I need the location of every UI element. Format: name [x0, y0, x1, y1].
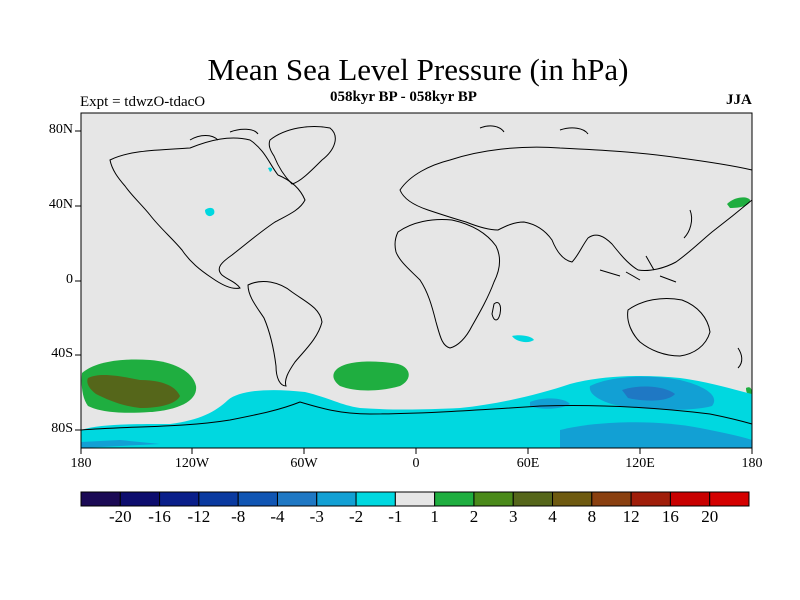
coast-madagascar: [491, 301, 501, 321]
colorbar-label-13: 12: [622, 507, 640, 526]
colorbar-label-3: -8: [231, 507, 246, 526]
colorbar-swatch-15: [669, 491, 711, 507]
coast-arctic-islands: [189, 125, 589, 141]
colorbar-swatch-7: [355, 491, 396, 507]
anomaly-fields: [81, 167, 752, 448]
coast-japan: [683, 209, 693, 239]
anomaly-positive-atlantic: [333, 361, 409, 391]
coast-new-zealand: [737, 347, 743, 369]
coast-south-america: [247, 281, 323, 387]
colorbar-swatch-10: [473, 491, 514, 507]
lat-label-3: 40S: [51, 346, 73, 361]
colorbar-label-10: 3: [508, 507, 518, 526]
colorbar-label-9: 2: [469, 507, 479, 526]
lat-label-4: 80S: [51, 421, 73, 436]
anomaly-negative-south-indian: [512, 335, 534, 343]
anomaly-positive-pacific-core: [87, 374, 180, 408]
coast-north-america: [109, 137, 306, 289]
anomaly-positive-east-edge: [746, 387, 752, 395]
coast-greenland: [268, 126, 336, 185]
coastlines: [80, 125, 753, 431]
colorbar-label-1: -16: [148, 507, 171, 526]
lon-label-6: 180: [741, 456, 763, 471]
lon-label-2: 60W: [290, 456, 318, 471]
anomaly-positive-nwpacific: [727, 197, 750, 208]
lat-label-0: 80N: [48, 122, 73, 137]
coast-eurasia: [399, 146, 753, 271]
colorbar-swatch-11: [512, 491, 554, 507]
colorbar-swatch-12: [552, 491, 593, 507]
map-title: Mean Sea Level Pressure (in hPa): [207, 52, 629, 87]
colorbar-label-8: 1: [430, 507, 439, 526]
anomaly-negative-small-3: [81, 440, 160, 448]
colorbar-label-14: 16: [661, 507, 679, 526]
colorbar-swatch-16: [709, 491, 750, 507]
colorbar-label-15: 20: [701, 507, 719, 526]
colorbar-swatch-0: [80, 491, 121, 507]
experiment-label: Expt = tdwzO-tdacO: [80, 94, 206, 110]
anomaly-negative-greenland: [268, 167, 273, 172]
colorbar-swatch-4: [237, 491, 278, 507]
lat-label-2: 0: [66, 272, 73, 287]
colorbar-label-6: -2: [348, 507, 364, 526]
lat-label-1: 40N: [48, 197, 73, 212]
colorbar-label-2: -12: [187, 507, 211, 526]
lon-label-0: 180: [70, 456, 92, 471]
colorbar-swatch-6: [316, 491, 357, 507]
coast-africa: [394, 219, 501, 349]
coast-antarctica: [80, 401, 753, 431]
lon-label-4: 60E: [516, 456, 540, 471]
colorbar-swatch-8: [394, 491, 436, 507]
colorbar-swatch-14: [630, 491, 671, 507]
colorbar-swatch-1: [119, 491, 161, 507]
colorbar: [80, 491, 750, 507]
colorbar-swatch-5: [276, 491, 318, 507]
period-label: 058kyr BP - 058kyr BP: [330, 89, 477, 105]
anomaly-negative-nw-atlantic: [205, 207, 215, 217]
axis-ticks: [75, 130, 753, 454]
colorbar-swatch-13: [591, 491, 632, 507]
lon-label-5: 120E: [625, 456, 655, 471]
colorbar-label-12: 8: [587, 507, 597, 526]
coast-australia: [627, 297, 711, 357]
colorbar-swatch-3: [198, 491, 239, 507]
colorbar-swatch-9: [434, 491, 475, 507]
colorbar-label-4: -4: [270, 507, 285, 526]
anomaly-negative-small-2: [560, 422, 752, 448]
lon-label-3: 0: [412, 456, 420, 471]
colorbar-label-0: -20: [108, 507, 132, 526]
coast-indonesia: [599, 255, 677, 283]
colorbar-label-5: -3: [309, 507, 324, 526]
colorbar-label-11: 4: [548, 507, 557, 526]
lon-label-1: 120W: [174, 456, 210, 471]
colorbar-swatch-2: [159, 491, 200, 507]
anomaly-negative-indian-core: [622, 386, 675, 401]
colorbar-label-7: -1: [388, 507, 403, 526]
season-label: JJA: [726, 92, 752, 108]
